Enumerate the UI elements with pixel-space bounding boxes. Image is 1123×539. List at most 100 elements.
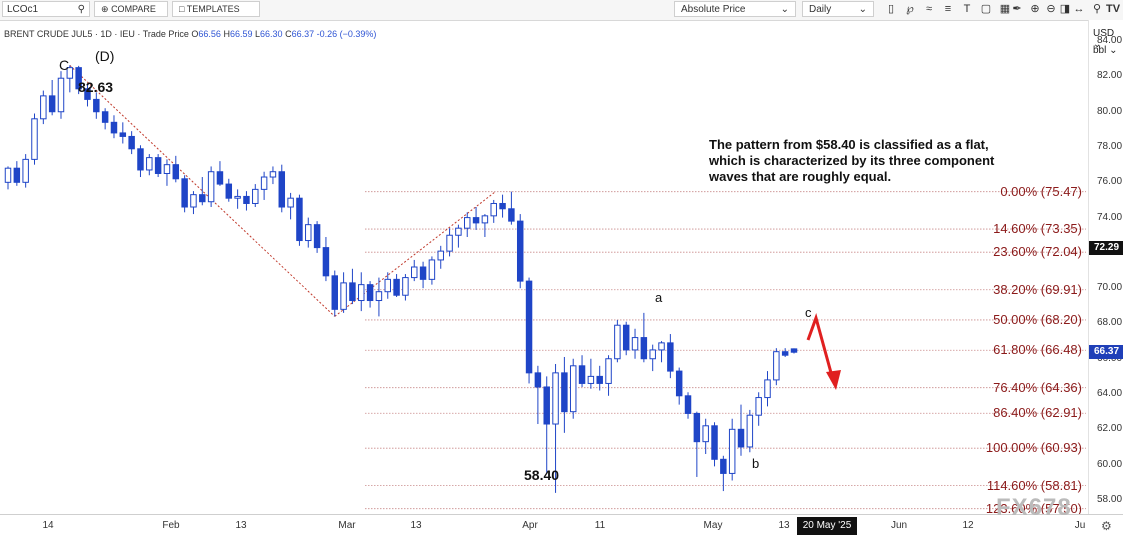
candle-body <box>172 164 180 180</box>
wave-b-label: b <box>752 456 760 471</box>
close-value: 66.37 <box>291 29 315 39</box>
candle-body <box>499 202 506 210</box>
candle-body <box>305 224 312 242</box>
compare-button[interactable]: ⊕ COMPARE <box>94 1 168 17</box>
x-tick-label: 12 <box>962 520 974 531</box>
candle-body <box>384 278 391 293</box>
candle-body <box>419 266 427 280</box>
candle-body <box>128 135 135 150</box>
candle-body <box>181 178 188 208</box>
candle-body <box>596 375 603 384</box>
candle-body <box>755 397 762 416</box>
candle-body <box>764 379 771 399</box>
indicator-icon[interactable]: ℘ <box>906 3 914 15</box>
arrow-head <box>826 370 841 390</box>
candle-body <box>154 157 162 174</box>
fullscreen-icon[interactable]: ◨ <box>1059 3 1071 15</box>
templates-button[interactable]: □ TEMPLATES <box>172 1 260 17</box>
fib-icon[interactable]: ≡ <box>944 3 952 15</box>
folder-icon: □ <box>179 4 185 14</box>
wave-d-label: (D) <box>95 48 115 64</box>
candle-body <box>57 77 65 113</box>
y-tick-label: 62.00 <box>1097 423 1123 435</box>
analysis-note: The pattern from $58.40 is classified as… <box>709 137 995 184</box>
shape-icon[interactable]: ▢ <box>980 3 992 15</box>
candle-body <box>702 425 709 443</box>
candle-body <box>508 208 515 222</box>
candle-body <box>252 188 259 204</box>
trendline-down <box>69 64 336 317</box>
text-tool-icon[interactable]: T <box>963 3 971 15</box>
symbol-input[interactable]: LCOc1 ⚲ <box>2 1 90 17</box>
wave-a-label: a <box>655 290 663 305</box>
y-tick-label: 82.00 <box>1097 70 1123 82</box>
measure-icon[interactable]: ▦ <box>999 3 1011 15</box>
candle-body <box>605 358 612 384</box>
candle-body <box>110 121 118 134</box>
candle-body <box>658 342 665 351</box>
time-axis[interactable]: 14 Feb 13 Mar 13 Apr 11 May 13 Jun 12 Ju 20 May '25… <box>0 514 1123 539</box>
candle-body <box>40 95 47 120</box>
candle-body <box>693 412 701 443</box>
y-tick-label: 60.00 <box>1097 458 1123 470</box>
candle-body <box>269 171 277 178</box>
high-value: 66.59 <box>229 29 253 39</box>
fib-label: 61.80% (66.48) <box>993 342 1082 358</box>
currency-select[interactable]: USD ⌄ <box>1093 28 1123 50</box>
candle-body <box>190 194 197 208</box>
projection-arrow <box>806 313 841 390</box>
candle-body <box>4 167 12 183</box>
fib-label: 23.60% (72.04) <box>993 244 1082 260</box>
price-axis[interactable]: USD ⌄ bbl ⌄ 84.00 82.00 80.00 78.00 76.00 74.… <box>1088 20 1123 514</box>
candle-body <box>552 372 559 425</box>
current-price-tag: 66.37 <box>1089 345 1123 360</box>
candle-body <box>720 458 727 474</box>
x-tick-label: Feb <box>162 520 180 531</box>
settings-icon[interactable]: ⚙ <box>1101 519 1112 533</box>
interval-value: Daily <box>809 4 832 15</box>
crosshair-date-label: 20 May '25 <box>797 517 857 535</box>
candle-body <box>366 284 374 302</box>
candle-body <box>287 197 294 208</box>
candle-body <box>199 194 206 203</box>
compare-label: COMPARE <box>111 4 156 14</box>
arrow-path <box>806 313 835 381</box>
candle-body <box>411 266 418 279</box>
candle-body <box>66 67 74 79</box>
price-mode-select[interactable]: Absolute Price ⌄ <box>674 1 796 17</box>
candle-body <box>393 278 400 296</box>
unit-label: bbl <box>1093 45 1107 56</box>
candle-body <box>640 337 648 360</box>
candle-body <box>216 171 224 185</box>
candle-body <box>472 217 480 224</box>
brush-icon[interactable]: ✒ <box>1012 3 1022 15</box>
x-tick-label: 11 <box>594 520 606 531</box>
candle-body <box>48 95 56 113</box>
candle-body <box>667 342 674 372</box>
zoom-in-icon[interactable]: ⊕ <box>1030 3 1040 15</box>
candle-body <box>711 425 718 460</box>
x-tick-label: Apr <box>522 520 538 531</box>
zoom-out-icon[interactable]: ⊖ <box>1046 3 1056 15</box>
interval-select[interactable]: Daily ⌄ <box>802 1 874 17</box>
candle-body <box>296 197 303 242</box>
x-tick-label: Mar <box>338 520 356 531</box>
wave-icon[interactable]: ≈ <box>925 3 933 15</box>
search-icon[interactable]: ⚲ <box>1092 3 1102 15</box>
crosshair-price-tag: 72.29 <box>1089 240 1123 255</box>
candle-body <box>631 337 639 351</box>
candle-body <box>207 171 215 203</box>
y-tick-label: 76.00 <box>1097 176 1123 188</box>
plus-circle-icon: ⊕ <box>101 4 109 14</box>
candle-body <box>455 227 462 236</box>
x-tick-label: 13 <box>778 520 790 531</box>
candle-body <box>684 395 692 414</box>
candle-body <box>728 428 736 474</box>
symbol-line: BRENT CRUDE JUL5 · 1D · IEU · Trade Pric… <box>4 29 189 39</box>
price-chart[interactable] <box>0 0 1088 514</box>
expand-icon[interactable]: ↔ <box>1073 3 1085 15</box>
candles-icon[interactable]: ▯ <box>887 3 895 15</box>
unit-select[interactable]: bbl ⌄ <box>1093 45 1118 56</box>
candle-body <box>561 372 568 413</box>
candle-body <box>358 284 365 302</box>
